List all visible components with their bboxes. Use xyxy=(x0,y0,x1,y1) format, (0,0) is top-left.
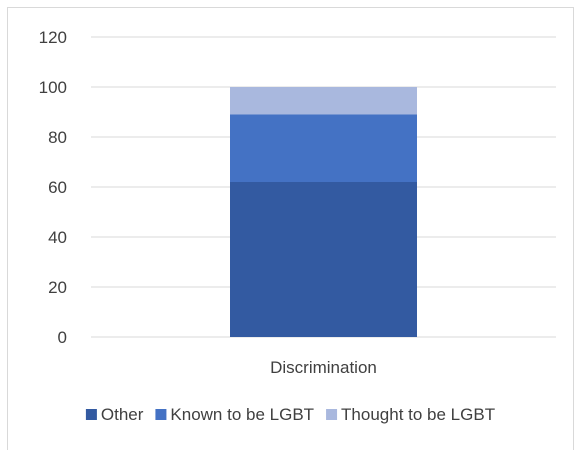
legend-swatch xyxy=(155,409,167,420)
y-tick-label: 0 xyxy=(58,328,67,347)
legend-swatch xyxy=(85,409,97,420)
y-tick-label: 60 xyxy=(48,178,67,197)
bar-thought-to-be-lgbt xyxy=(230,87,417,115)
bar-known-to-be-lgbt xyxy=(230,114,417,182)
y-tick-label: 120 xyxy=(39,28,67,47)
y-tick-label: 100 xyxy=(39,78,67,97)
category-label: Discrimination xyxy=(270,358,377,377)
y-tick-label: 20 xyxy=(48,278,67,297)
legend-label: Thought to be LGBT xyxy=(341,405,495,424)
y-tick-label: 80 xyxy=(48,128,67,147)
legend-label: Other xyxy=(101,405,144,424)
legend-swatch xyxy=(326,409,338,420)
x-axis-categories: Discrimination xyxy=(270,358,377,377)
legend: Other Known to be LGBT Thought to be LGBT xyxy=(85,405,495,424)
bars xyxy=(230,87,417,337)
y-axis-ticks: 0 20 40 60 80 100 120 xyxy=(39,28,67,347)
legend-label: Known to be LGBT xyxy=(170,405,314,424)
bar-other xyxy=(230,182,417,337)
y-tick-label: 40 xyxy=(48,228,67,247)
